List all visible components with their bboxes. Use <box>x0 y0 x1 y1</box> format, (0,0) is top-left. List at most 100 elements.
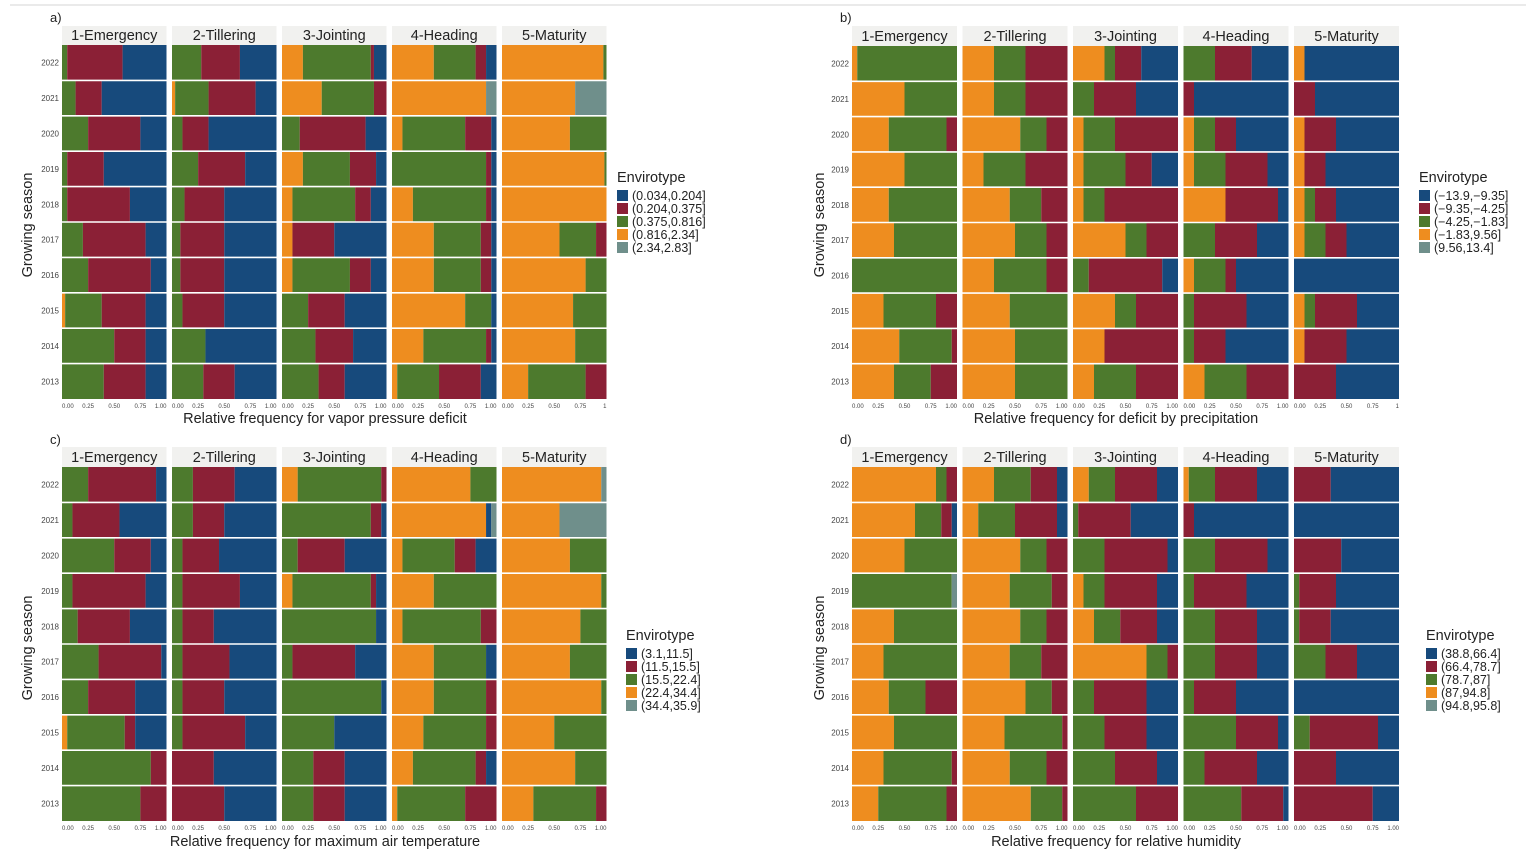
bar-segment-2014-c3 <box>1183 750 1205 786</box>
bar-segment-2013-c4 <box>852 363 894 399</box>
x-tick-label: 1 <box>603 404 607 410</box>
facet-strip <box>392 26 497 45</box>
bar-segment-2016-c1 <box>224 679 277 715</box>
bar-segment-2015-c3 <box>1115 293 1136 329</box>
bar-segment-2016-c3 <box>585 257 607 293</box>
bar-segment-2019-c3 <box>172 573 183 609</box>
x-tick-label: 0.50 <box>1009 404 1021 410</box>
bar-segment-2021-c3 <box>994 81 1026 117</box>
bar-segment-2022-c2 <box>1115 467 1157 503</box>
legend: (0.034,0.204](0.204,0.375](0.375,0.816](… <box>617 189 706 255</box>
bar-segment-2013-c3 <box>172 363 204 399</box>
year-label-2017: 2017 <box>831 658 849 667</box>
facet-title: 1-Emergency <box>71 450 158 466</box>
bar-segment-2021-c1 <box>1294 502 1399 538</box>
year-label-2022: 2022 <box>831 60 849 69</box>
bar-segment-2022-c4 <box>1073 467 1089 503</box>
bar-segment-2017-c2 <box>182 644 230 680</box>
bar-segment-2013-c2 <box>1062 785 1068 821</box>
bar-segment-2022-c3 <box>433 45 476 81</box>
bar-segment-2015-c2 <box>101 292 146 329</box>
legend-swatch-c5 <box>626 700 637 711</box>
bar-segment-2017-c3 <box>569 644 607 680</box>
x-tick-label: 0.25 <box>983 826 995 832</box>
bar-segment-2013-c3 <box>62 785 141 821</box>
bar-segment-2015-c3 <box>172 292 183 329</box>
bar-segment-2013-c1 <box>344 363 387 399</box>
bar-segment-2022-c1 <box>1257 467 1289 503</box>
x-tick-label: 0.50 <box>548 826 560 832</box>
bar-segment-2022-c1 <box>486 45 497 81</box>
bar-segment-2021-c1 <box>1315 81 1399 117</box>
bar-segment-2018-c3 <box>1009 187 1042 223</box>
bar-segment-2016-c2 <box>486 679 497 715</box>
bar-segment-2017-c3 <box>433 644 487 680</box>
bar-segment-2017-c2 <box>480 222 492 258</box>
bar-segment-2022-c3 <box>994 46 1026 82</box>
bar-segment-2019-c1 <box>245 151 277 187</box>
bar-segment-2022-c1 <box>1157 467 1178 503</box>
x-tick-label: 0.25 <box>1314 404 1326 410</box>
year-label-2022: 2022 <box>831 481 849 490</box>
year-label-2013: 2013 <box>831 377 849 386</box>
bar-segment-2022-c5 <box>601 467 607 503</box>
facet-5-maturity: 5-Maturity 0.00 0.25 0.50 0.75 1 <box>1294 26 1400 410</box>
bar-segment-2013-c2 <box>172 785 225 821</box>
bar-segment-2017-c2 <box>1215 644 1257 680</box>
bar-segment-2016-c3 <box>433 679 487 715</box>
facet-title: 3-Jointing <box>303 28 366 44</box>
bar-segment-2017-c1 <box>1357 644 1399 680</box>
bar-segment-2016-c3 <box>282 679 382 715</box>
bar-segment-2022-c1 <box>1330 467 1399 503</box>
bar-segment-2021-c4 <box>962 81 994 117</box>
bar-segment-2017-c4 <box>282 222 293 258</box>
year-label-2016: 2016 <box>41 693 59 702</box>
bar-segment-2020-c3 <box>1020 116 1047 152</box>
x-tick-label: 0.25 <box>1204 826 1216 832</box>
facet-strip <box>852 26 957 46</box>
legend-label-c3: (0.375,0.816] <box>632 215 706 229</box>
bar-segment-2016-c1 <box>1294 679 1399 715</box>
bar-segment-2017-c1 <box>1257 222 1289 258</box>
bar-segment-2016-c3 <box>172 679 183 715</box>
bar-segment-2013-c1 <box>1372 785 1399 821</box>
bar-segment-2019-c2 <box>1025 151 1068 188</box>
bar-segment-2019-c2 <box>198 151 246 187</box>
bar-segment-2016-c3 <box>1194 257 1226 294</box>
bar-segment-2014-c2 <box>114 328 146 364</box>
bar-segment-2019-c2 <box>67 151 104 187</box>
bar-segment-2013-c4 <box>1073 363 1094 399</box>
bar-segment-2017-c4 <box>1073 222 1126 258</box>
bar-segment-2019-c3 <box>302 151 350 187</box>
year-label-2020: 2020 <box>831 552 849 561</box>
year-label-2022: 2022 <box>41 59 59 68</box>
legend: (38.8,66.4](66.4,78.7](78.7,87](87,94.8]… <box>1426 647 1501 713</box>
bar-segment-2020-c3 <box>1183 537 1215 574</box>
bar-segment-2018-c1 <box>491 186 497 222</box>
bar-segment-2017-c3 <box>433 222 481 258</box>
legend-label-c3: (−4.25,−1.83] <box>1434 215 1508 229</box>
bar-segment-2019-c3 <box>1083 151 1126 188</box>
facet-3-jointing: 3-Jointing 0.00 0.25 0.50 0.75 1.00 <box>1073 447 1179 832</box>
bar-segment-2017-c3 <box>1146 644 1168 680</box>
bar-segment-2015-c4 <box>962 714 1005 751</box>
legend-swatch-c4 <box>1426 687 1437 698</box>
x-tick-label: 0.25 <box>82 826 94 832</box>
year-label-2020: 2020 <box>831 130 849 139</box>
bar-segment-2022-c2 <box>67 45 123 81</box>
x-tick-label: 0.50 <box>218 826 230 832</box>
bar-segment-2019-c3 <box>983 151 1026 188</box>
x-tick-label: 0.25 <box>192 404 204 410</box>
bar-segment-2015-c2 <box>124 714 136 751</box>
bar-segment-2022-c1 <box>234 467 277 503</box>
bar-segment-2018-c3 <box>172 186 185 222</box>
legend-label-c5: (9.56,13.4] <box>1434 241 1494 255</box>
x-tick-label: 0.75 <box>1256 404 1268 410</box>
legend-label-c2: (−9.35,−4.25] <box>1434 202 1508 216</box>
bar-segment-2013-c4 <box>502 363 529 399</box>
x-tick-label: 1.00 <box>945 404 957 410</box>
x-tick-label: 0.50 <box>1120 404 1132 410</box>
facet-4-heading: 4-Heading 0.00 0.25 0.50 0.75 1.00 <box>1183 26 1289 410</box>
bar-segment-2019-c4 <box>962 573 1010 609</box>
bar-segment-2021-c1 <box>381 502 387 538</box>
